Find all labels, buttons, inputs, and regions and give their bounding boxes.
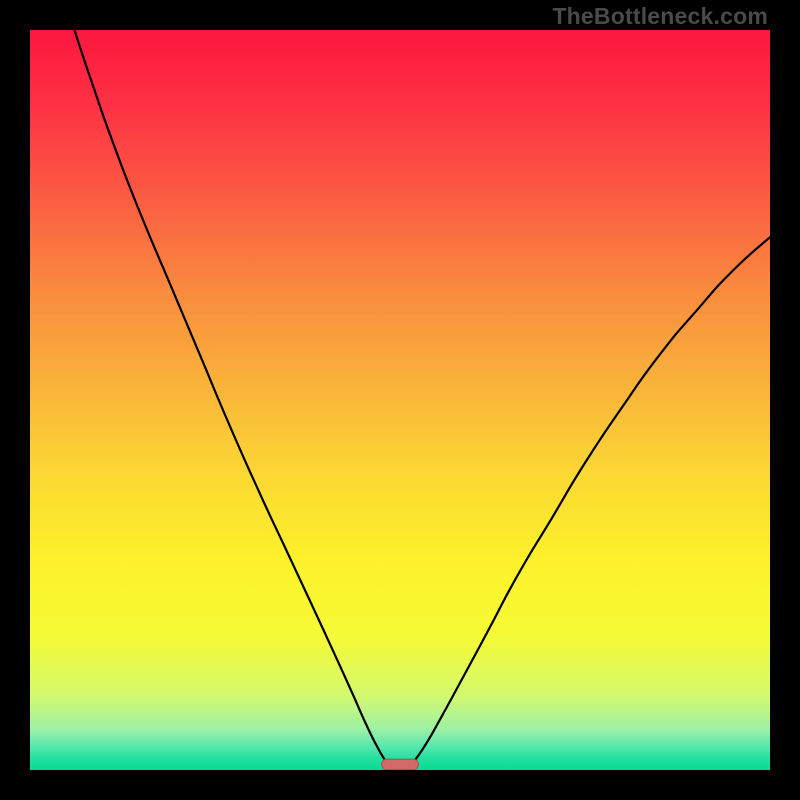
gradient-background [30,30,770,770]
chart-svg [30,30,770,770]
plot-area [30,30,770,770]
outer-frame: TheBottleneck.com [0,0,800,800]
watermark-text: TheBottleneck.com [552,3,768,30]
bottleneck-marker [382,759,419,769]
